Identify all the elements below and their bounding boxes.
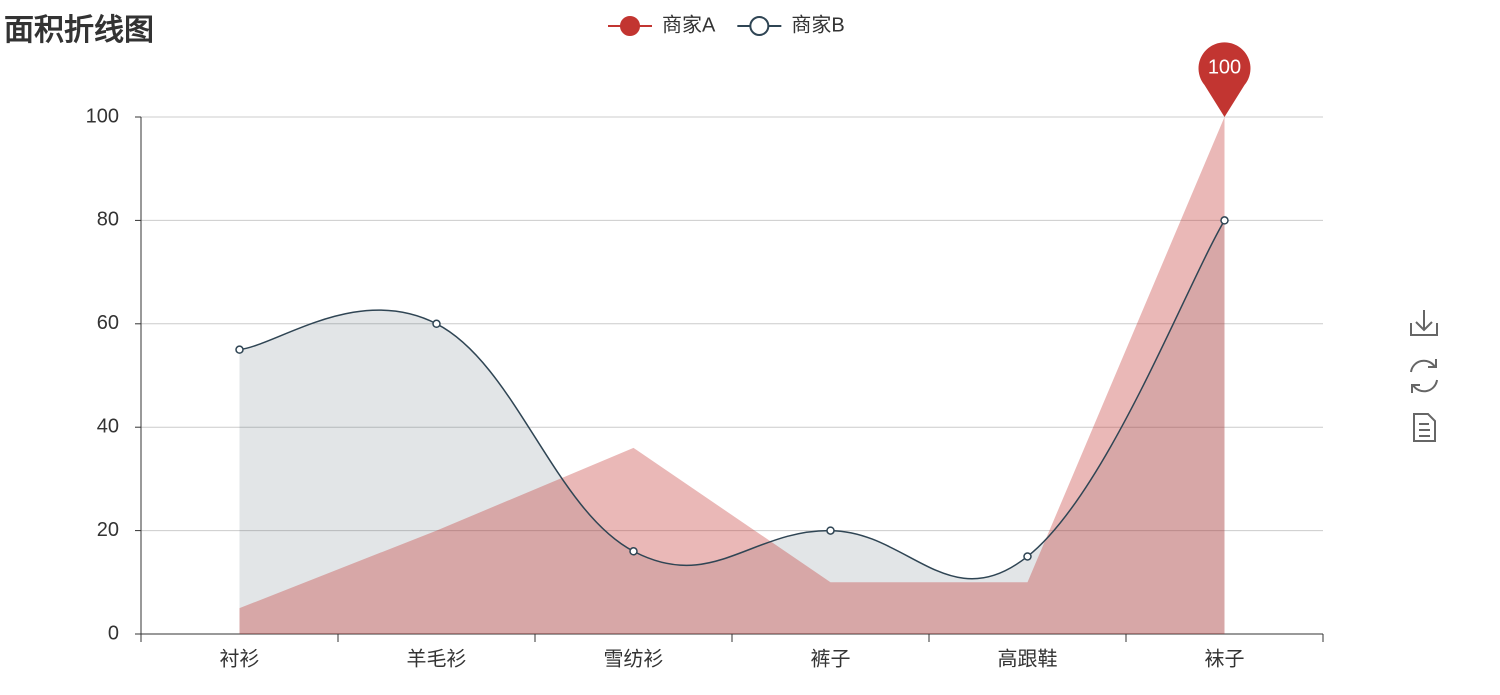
legend-marker[interactable] bbox=[749, 16, 770, 36]
y-tick-label: 40 bbox=[97, 415, 119, 437]
point bbox=[826, 526, 835, 535]
save-icon[interactable] bbox=[1410, 310, 1438, 336]
restore-icon[interactable] bbox=[1410, 359, 1438, 393]
x-tick-label: 雪纺衫 bbox=[604, 647, 664, 670]
mark-point-label: 100 bbox=[1208, 56, 1241, 78]
x-tick-label: 袜子 bbox=[1205, 647, 1245, 670]
x-tick-label: 高跟鞋 bbox=[998, 647, 1058, 670]
x-tick-label: 裤子 bbox=[811, 647, 851, 670]
y-tick-label: 80 bbox=[97, 209, 119, 231]
legend-marker[interactable] bbox=[620, 16, 640, 36]
area bbox=[239, 117, 1225, 634]
mark-point bbox=[1198, 42, 1251, 117]
point bbox=[1023, 552, 1032, 561]
point bbox=[629, 547, 638, 556]
line bbox=[239, 220, 1226, 580]
x-tick-label: 衬衫 bbox=[220, 647, 260, 670]
legend-label[interactable]: 商家A bbox=[662, 13, 716, 36]
data-view-icon[interactable] bbox=[1413, 413, 1436, 442]
y-tick-label: 20 bbox=[97, 519, 119, 541]
toolbox bbox=[1410, 310, 1438, 442]
point bbox=[235, 345, 244, 354]
y-tick-label: 0 bbox=[108, 622, 119, 644]
area bbox=[239, 220, 1225, 634]
y-tick-label: 100 bbox=[86, 105, 119, 127]
point bbox=[1220, 216, 1229, 225]
chart-title: 面积折线图 bbox=[4, 14, 154, 47]
x-tick-label: 羊毛衫 bbox=[407, 647, 467, 670]
point bbox=[432, 319, 441, 329]
y-tick-label: 60 bbox=[97, 312, 119, 334]
legend-label[interactable]: 商家B bbox=[791, 13, 844, 36]
